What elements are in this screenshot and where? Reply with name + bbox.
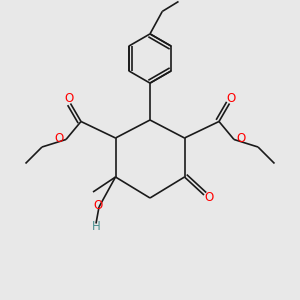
- Text: O: O: [236, 131, 245, 145]
- Text: O: O: [93, 199, 102, 212]
- Text: O: O: [64, 92, 74, 105]
- Text: O: O: [55, 131, 64, 145]
- Text: O: O: [226, 92, 236, 105]
- Text: O: O: [205, 191, 214, 204]
- Text: H: H: [92, 220, 100, 233]
